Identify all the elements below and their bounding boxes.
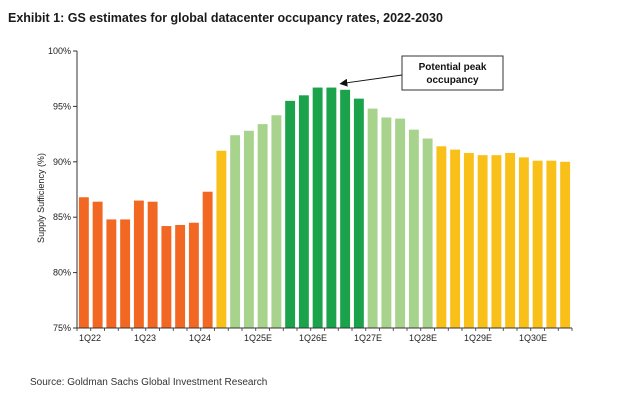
bar-3Q26E (326, 87, 337, 328)
bar-1Q25E (243, 130, 254, 328)
bar-4Q26E (340, 89, 351, 328)
x-tick-label: 1Q28E (409, 333, 437, 343)
bar-2Q27E (367, 108, 378, 329)
bar-4Q24 (230, 135, 241, 328)
bar-2Q28E (422, 138, 433, 328)
x-tick-label: 1Q24 (189, 333, 211, 343)
chart-title: Exhibit 1: GS estimates for global datac… (8, 11, 443, 25)
bar-1Q27E (353, 98, 364, 328)
bar-4Q22 (120, 219, 131, 328)
bar-3Q24 (216, 150, 227, 328)
bar-4Q27E (395, 118, 406, 328)
x-tick-label: 1Q26E (299, 333, 327, 343)
bar-3Q27E (381, 117, 392, 328)
x-tick-label: 1Q22 (79, 333, 101, 343)
bar-1Q28E (408, 129, 419, 328)
bar-3Q25E (271, 115, 282, 328)
bar-3Q22 (106, 219, 117, 328)
bar-3Q23 (161, 226, 172, 328)
bar-2Q22 (92, 201, 103, 328)
bar-3Q30E (546, 160, 557, 328)
y-tick-label: 90% (53, 157, 71, 167)
bar-4Q25E (285, 100, 296, 328)
x-tick-label: 1Q25E (244, 333, 272, 343)
bar-4Q30E (560, 161, 571, 328)
annotation-arrow (339, 74, 403, 87)
axes-layer: 75% 80% 85% 90% 95% 100% 1Q22 1Q23 1Q24 1Q25E 1Q26… (48, 46, 573, 343)
bar-2Q26E (312, 87, 323, 328)
bar-1Q30E (518, 157, 529, 328)
y-axis-title: Supply Sufficiency (%) (36, 153, 46, 243)
x-tick-label: 1Q29E (464, 333, 492, 343)
y-tick-label: 95% (53, 101, 71, 111)
bar-4Q29E (505, 152, 516, 328)
bar-1Q23 (133, 200, 144, 328)
bars-layer (78, 87, 571, 329)
bar-3Q28E (436, 146, 447, 328)
bar-4Q28E (450, 149, 461, 328)
y-tick-label: 100% (48, 46, 71, 56)
x-tick-label: 1Q23 (134, 333, 156, 343)
bar-1Q26E (298, 95, 309, 328)
x-tick-label: 1Q27E (354, 333, 382, 343)
annotation-text: occupancy (426, 75, 479, 86)
y-tick-label: 75% (53, 323, 71, 333)
bar-2Q23 (147, 201, 158, 328)
x-tick-label: 1Q30E (519, 333, 547, 343)
annotation-text: Potential peak (419, 62, 487, 73)
bar-2Q24 (202, 191, 213, 328)
bar-1Q29E (463, 152, 474, 328)
bar-1Q22 (78, 197, 89, 328)
bar-2Q25E (257, 124, 268, 328)
y-tick-label: 85% (53, 212, 71, 222)
source-note: Source: Goldman Sachs Global Investment … (30, 377, 268, 388)
bar-4Q23 (175, 224, 186, 328)
annotation-box (401, 55, 504, 91)
bar-2Q30E (532, 160, 543, 328)
y-tick-label: 80% (53, 268, 71, 278)
bar-1Q24 (188, 222, 199, 328)
bar-2Q29E (477, 155, 488, 328)
y-axis-title-group: Supply Sufficiency (%) (36, 153, 46, 243)
annotation: Potential peak occupancy (339, 55, 504, 91)
bar-3Q29E (491, 155, 502, 328)
